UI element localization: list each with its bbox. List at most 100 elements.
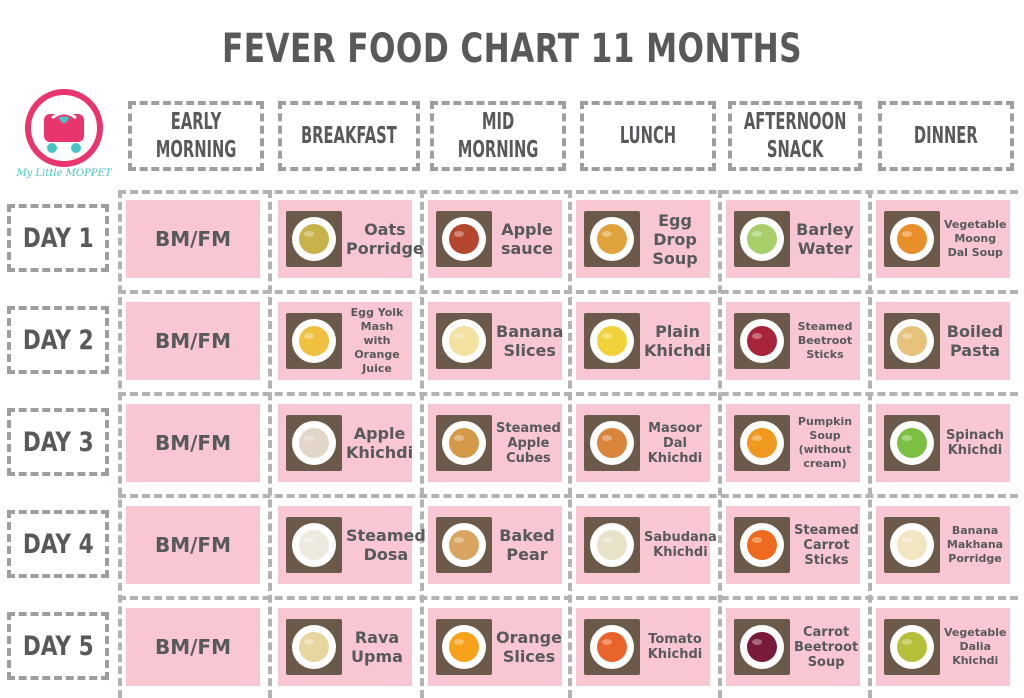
column-header-breakfast: BREAKFAST [278,101,420,171]
meal-name: Spinach Khichdi [945,428,1005,458]
meal-name: Egg Drop Soup [652,210,698,268]
soup-bowl-icon [584,211,640,267]
meal-name: Banana Slices [496,322,564,360]
mid-morning-cell: Banana Slices [428,302,563,380]
column-header-lunch: LUNCH [580,101,716,171]
column-divider [420,190,424,698]
apple-cubes-icon [436,415,492,471]
column-header-line: LUNCH [619,123,677,149]
brand-logo: My Little MOPPET [14,88,114,180]
meal-name: Masoor Dal Khichdi [647,420,703,466]
column-divider [868,190,872,698]
lunch-cell: Masoor Dal Khichdi [576,404,710,482]
logo-text: My Little MOPPET [16,168,112,179]
meal-name: Oats Porridge [346,220,424,258]
upma-plate-icon [286,619,342,675]
page-title: FEVER FOOD CHART 11 MONTHS [221,26,802,72]
egg-bowl-icon [286,313,342,369]
stroller-icon [25,89,103,167]
early-morning-cell: BM/FM [126,302,260,380]
afternoon-snack-cell: Pumpkin Soup (without cream) [726,404,860,482]
meal-name: Steamed Apple Cubes [496,420,561,466]
day-label: DAY 3 [22,426,94,458]
early-morning-cell: BM/FM [126,506,260,584]
meal-name: Steamed Dosa [346,526,426,564]
mid-morning-cell: Orange Slices [428,608,562,686]
column-divider [268,190,272,698]
day-label-box: DAY 5 [7,612,109,680]
meal-name: Carrot Beetroot Soup [794,624,859,670]
column-header-line: MID [481,109,515,135]
meal-name: Plain Khichdi [644,322,712,360]
glass-icon [734,211,790,267]
dinner-cell: Banana Makhana Porridge [876,506,1010,584]
meal-name: Steamed Carrot Sticks [794,522,859,568]
meal-name: Pumpkin Soup (without cream) [797,415,853,470]
mid-morning-cell: Steamed Apple Cubes [428,404,562,482]
mid-morning-cell: Apple sauce [428,200,562,278]
breakfast-cell: Egg Yolk Mash with Orange Juice [278,302,412,380]
porridge-bowl-icon [286,211,342,267]
breakfast-cell: Oats Porridge [278,200,424,278]
khichdi-bowl-icon [286,415,342,471]
meal-name: Baked Pear [499,526,555,564]
afternoon-snack-cell: Barley Water [726,200,860,278]
banana-icon [436,313,492,369]
meal-name: Apple sauce [500,220,554,258]
soup-bowl-icon [734,619,790,675]
dinner-cell: Spinach Khichdi [876,404,1010,482]
early-morning-cell: BM/FM [126,608,260,686]
meal-name: Banana Makhana Porridge [946,524,1004,565]
meal-name: Vegetable Dalia Khichdi [944,626,1007,667]
column-header-afternoon-snack: AFTERNOON SNACK [728,101,862,171]
column-header-early-morning: EARLY MORNING [128,101,264,171]
khichdi-bowl-icon [884,619,940,675]
meal-name: Apple Khichdi [346,424,414,462]
orange-slices-icon [436,619,492,675]
apple-sauce-bowl-icon [436,211,492,267]
early-morning-cell: BM/FM [126,200,260,278]
day-label-box: DAY 2 [7,306,109,374]
meal-name: Boiled Pasta [946,322,1004,360]
dinner-cell: Vegetable Moong Dal Soup [876,200,1010,278]
day-label: DAY 2 [22,324,94,356]
meal-name: Orange Slices [496,628,562,666]
lunch-cell: Sabudana Khichdi [576,506,717,584]
soup-bowl-icon [884,211,940,267]
column-divider [568,190,572,698]
column-header-line: BREAKFAST [301,123,397,149]
afternoon-snack-cell: Carrot Beetroot Soup [726,608,860,686]
column-header-mid-morning: MID MORNING [430,101,566,171]
column-header-line: AFTERNOON [743,109,847,135]
column-header-line: EARLY [170,109,222,135]
breakfast-cell: Rava Upma [278,608,412,686]
beetroot-sticks-icon [734,313,790,369]
meal-name: Vegetable Moong Dal Soup [944,218,1007,259]
meal-name: Steamed Beetroot Sticks [797,320,853,361]
meal-name: Egg Yolk Mash with Orange Juice [350,306,404,375]
lunch-cell: Tomato Khichdi [576,608,710,686]
day-label: DAY 1 [22,222,94,254]
dinner-cell: Boiled Pasta [876,302,1010,380]
column-header-line: SNACK [766,137,824,163]
carrot-sticks-icon [734,517,790,573]
meal-name: Tomato Khichdi [647,632,703,662]
lunch-cell: Plain Khichdi [576,302,711,380]
day-label-box: DAY 4 [7,510,109,578]
column-header-line: DINNER [914,123,978,149]
dosa-icon [286,517,342,573]
soup-bowl-icon [734,415,790,471]
porridge-bowl-icon [884,517,940,573]
khichdi-bowl-icon [884,415,940,471]
mid-morning-cell: Baked Pear [428,506,562,584]
breakfast-cell: Steamed Dosa [278,506,426,584]
khichdi-plate-icon [584,313,640,369]
afternoon-snack-cell: Steamed Beetroot Sticks [726,302,860,380]
khichdi-bowl-icon [584,517,640,573]
dinner-cell: Vegetable Dalia Khichdi [876,608,1010,686]
meal-name: Barley Water [796,220,854,258]
pasta-icon [884,313,940,369]
column-header-line: MORNING [155,137,237,163]
khichdi-plate-icon [584,619,640,675]
meal-name: Sabudana Khichdi [644,530,717,560]
